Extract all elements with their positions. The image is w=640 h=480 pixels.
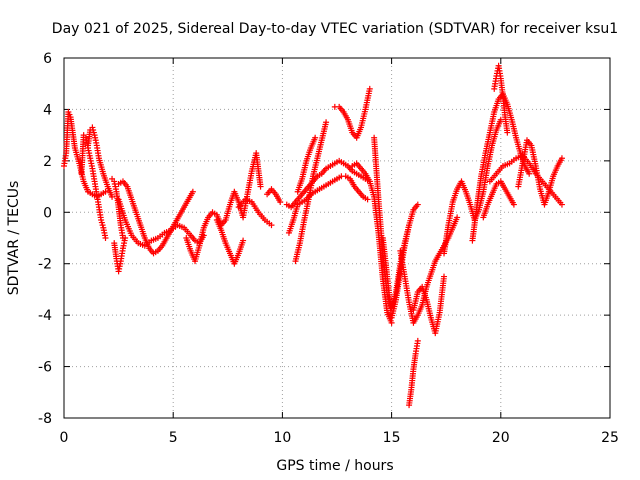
- series-sat-m: [285, 173, 371, 236]
- x-tick-label: 0: [60, 430, 69, 446]
- data-point: [504, 129, 511, 136]
- x-tick-label: 25: [601, 430, 619, 446]
- data-points: [61, 62, 565, 409]
- data-point: [122, 235, 129, 241]
- data-point: [323, 119, 330, 126]
- plot-frame: [63, 57, 611, 419]
- data-point: [257, 183, 264, 190]
- series-sat-a: [61, 109, 109, 200]
- axis-ticks: 0 5 10 15 20 25 -8 -6 -4 -2 0 2 4 6: [38, 51, 619, 446]
- data-point: [366, 85, 373, 92]
- series-sat-c: [85, 124, 116, 200]
- series-sat-f: [115, 178, 196, 257]
- data-point: [102, 235, 109, 241]
- data-point: [109, 193, 116, 200]
- data-point: [364, 196, 371, 203]
- series-sat-b: [78, 132, 109, 241]
- chart-title: Day 021 of 2025, Sidereal Day-to-day VTE…: [52, 21, 618, 37]
- series-sat-p: [331, 85, 373, 141]
- data-point: [312, 134, 319, 141]
- data-point: [454, 214, 461, 221]
- series-sat-n: [292, 119, 330, 265]
- y-tick-label: -2: [38, 257, 52, 273]
- series-sat-v: [410, 273, 448, 337]
- series-sat-k: [264, 186, 284, 205]
- x-tick-label: 5: [169, 430, 178, 446]
- data-point: [189, 188, 196, 195]
- y-axis-label: SDTVAR / TECUs: [6, 181, 22, 296]
- data-point: [526, 170, 533, 177]
- series-sat-g: [115, 196, 207, 249]
- series-sat-l: [283, 157, 373, 211]
- series-sat-h: [183, 150, 264, 265]
- series-sat-j: [235, 196, 275, 229]
- x-axis-label: GPS time / hours: [276, 458, 393, 474]
- data-point: [277, 199, 284, 205]
- y-tick-label: -6: [38, 360, 52, 376]
- data-point: [388, 319, 395, 326]
- series-sat-e: [111, 235, 129, 275]
- data-point: [102, 188, 109, 195]
- y-tick-label: 2: [43, 154, 52, 170]
- y-tick-label: -8: [38, 411, 52, 427]
- y-tick-label: 4: [43, 102, 52, 118]
- data-point: [510, 201, 517, 208]
- series-sat-s: [379, 201, 421, 321]
- series-sat-t: [397, 214, 461, 326]
- y-tick-label: -4: [38, 308, 52, 324]
- data-point: [414, 201, 421, 208]
- data-point: [240, 237, 247, 244]
- series-sat-x: [469, 91, 533, 244]
- data-point: [558, 201, 565, 208]
- series-sat-u: [406, 337, 421, 409]
- x-tick-label: 15: [383, 430, 401, 446]
- data-point: [558, 155, 565, 162]
- x-tick-label: 10: [273, 430, 291, 446]
- series-sat-aa: [515, 137, 565, 208]
- data-point: [441, 273, 448, 280]
- x-tick-label: 20: [492, 430, 510, 446]
- series-sat-i: [213, 217, 247, 267]
- data-point: [268, 222, 275, 229]
- series-sat-ab: [480, 178, 517, 221]
- y-tick-label: 0: [43, 205, 52, 221]
- series-sat-o: [294, 134, 319, 195]
- y-tick-label: 6: [43, 51, 52, 67]
- data-point: [414, 337, 421, 344]
- series-sat-y: [491, 62, 511, 136]
